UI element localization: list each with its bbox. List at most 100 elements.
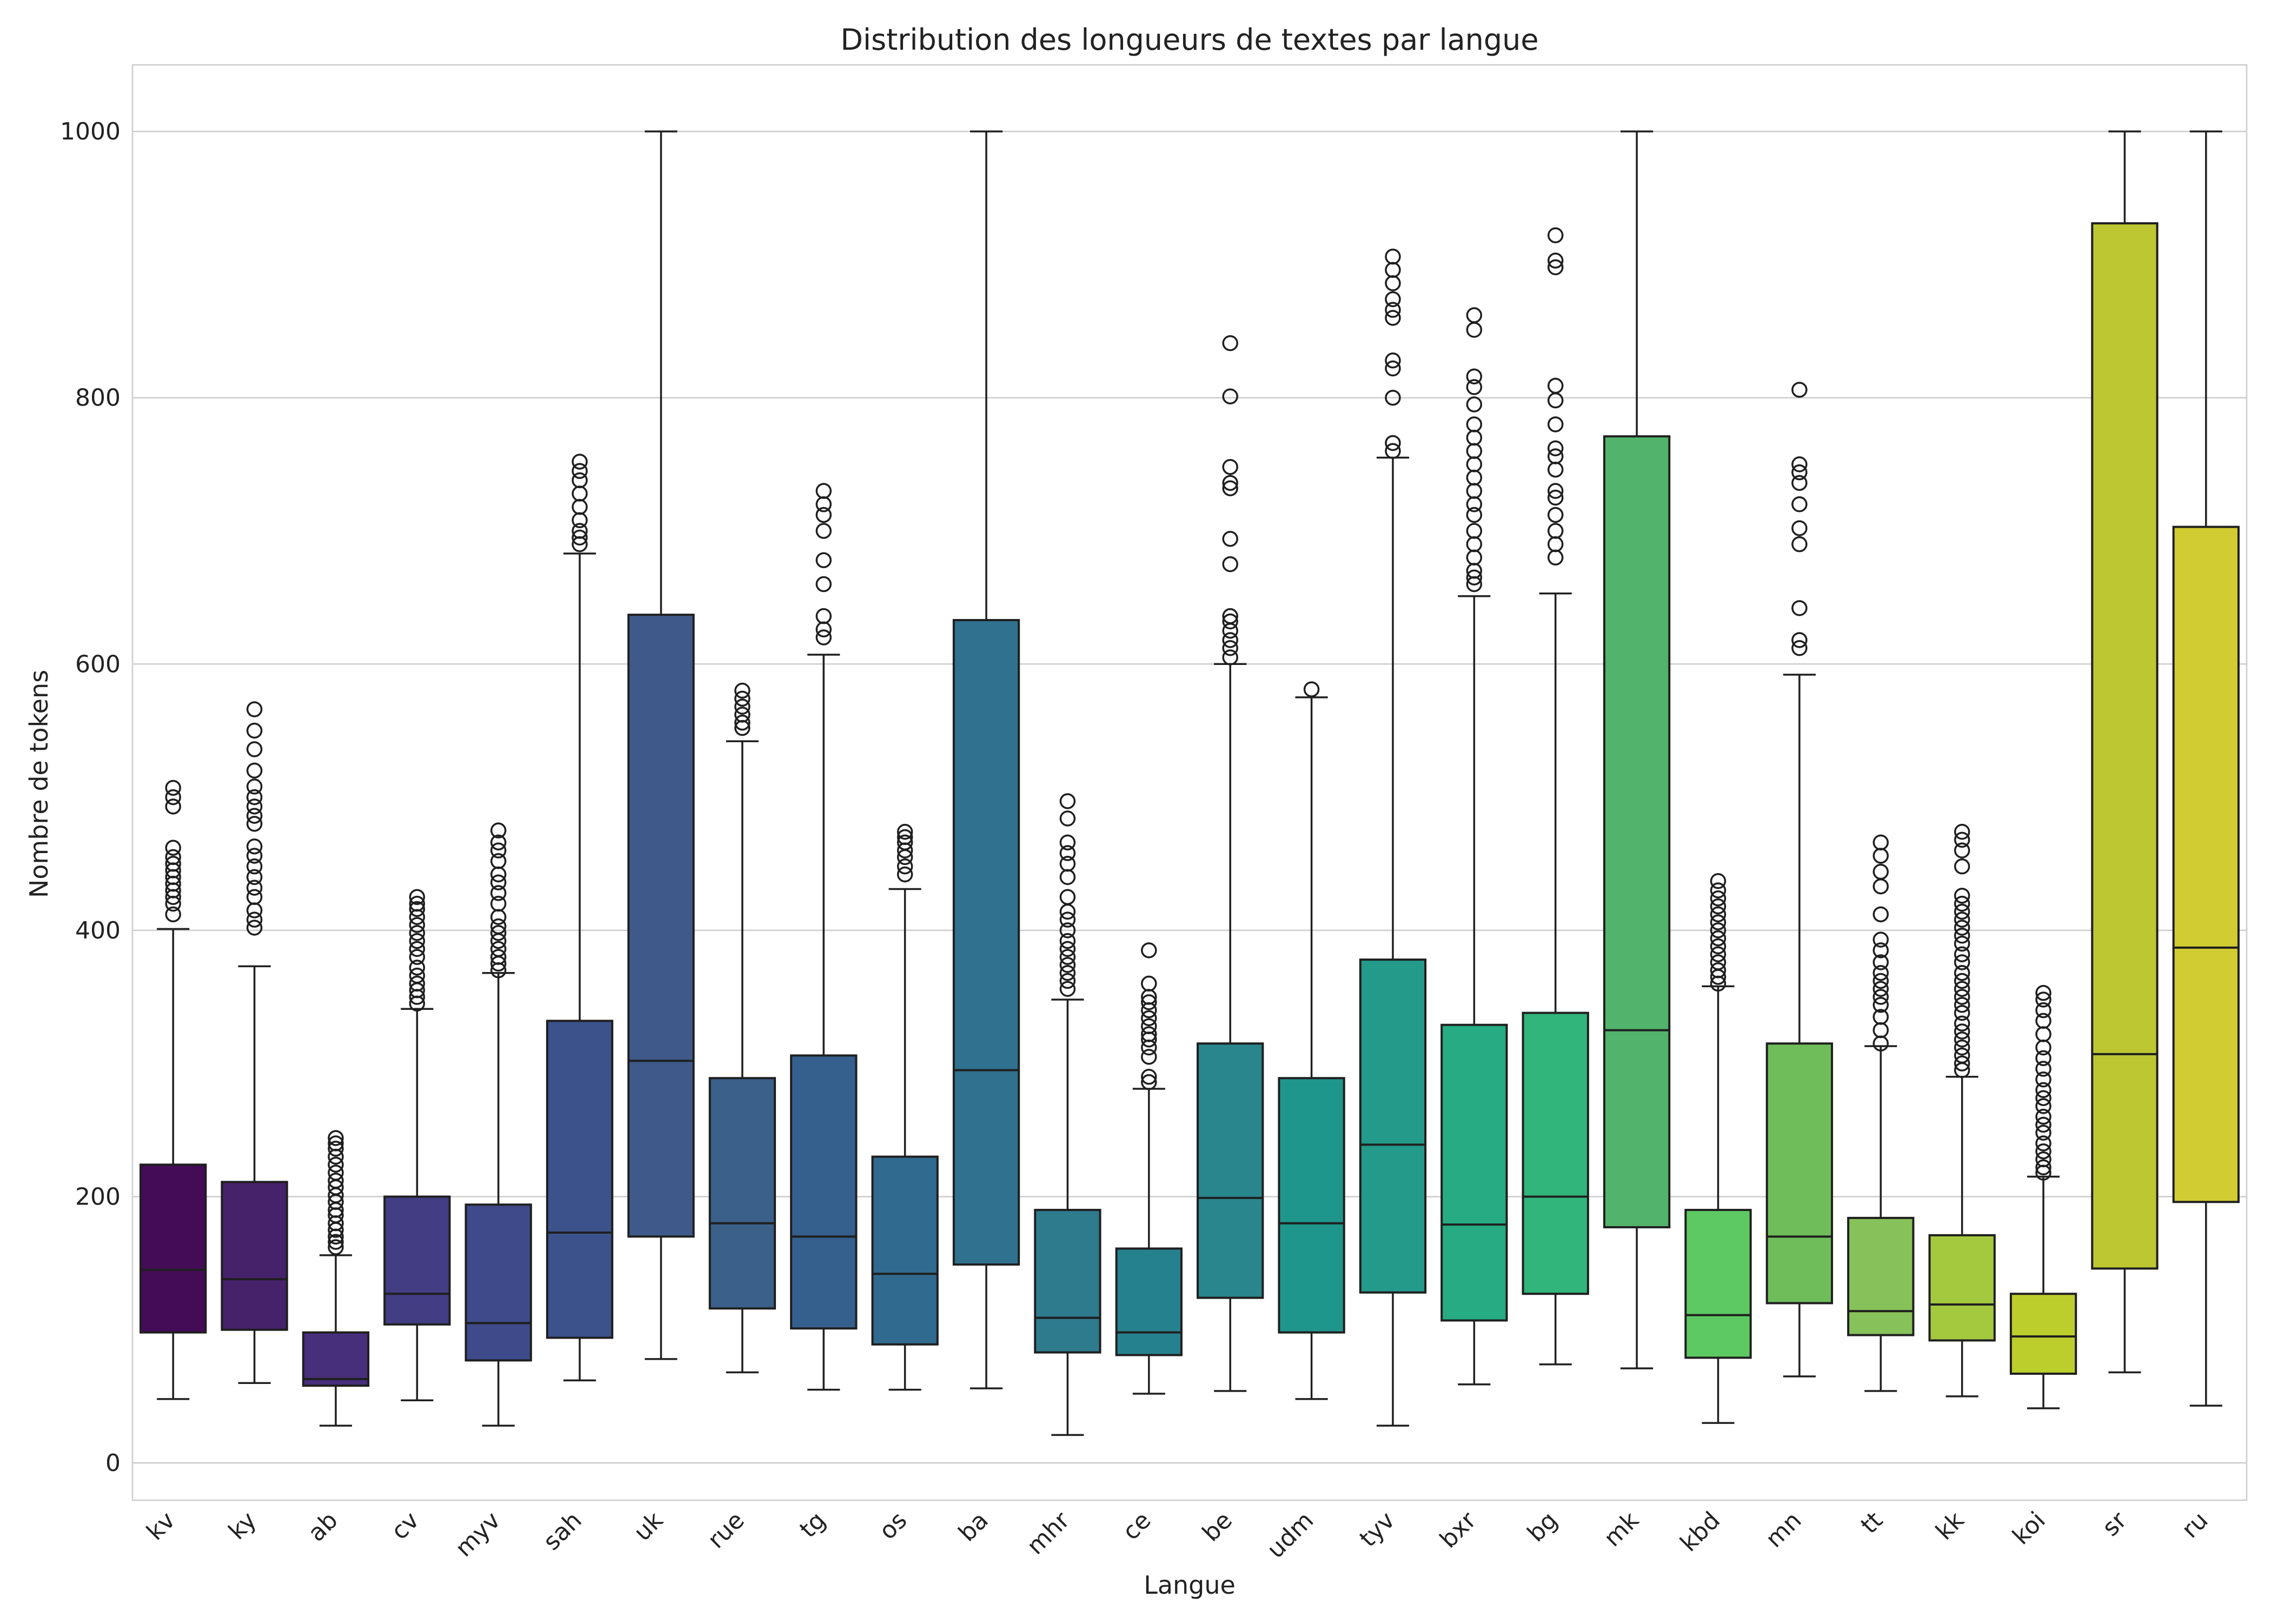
outlier-point bbox=[1547, 448, 1564, 464]
outlier-point bbox=[1954, 911, 1970, 928]
outlier-point bbox=[1710, 954, 1727, 970]
outlier-point bbox=[246, 838, 263, 855]
outlier-point bbox=[490, 822, 507, 838]
box-myv bbox=[464, 822, 532, 1427]
outlier-point bbox=[246, 789, 263, 806]
outlier-point bbox=[1872, 863, 1889, 880]
outlier-point bbox=[1059, 964, 1076, 981]
outlier-point bbox=[1466, 469, 1483, 486]
box-ky bbox=[221, 701, 288, 1385]
x-tick-label: mk bbox=[1599, 1506, 1645, 1552]
outlier-point bbox=[409, 967, 426, 984]
x-tick-label: kv bbox=[141, 1507, 181, 1546]
outlier-point bbox=[1466, 507, 1483, 523]
outlier-point bbox=[490, 933, 507, 949]
outlier-point bbox=[165, 855, 181, 872]
outlier-point bbox=[1954, 858, 1970, 875]
x-tick-label: myv bbox=[450, 1507, 506, 1562]
outlier-point bbox=[1222, 475, 1238, 491]
outlier-point bbox=[1547, 259, 1564, 276]
box-ce bbox=[1115, 942, 1183, 1395]
outlier-point bbox=[1385, 310, 1401, 326]
outlier-point bbox=[1385, 302, 1401, 318]
box-kbd bbox=[1684, 873, 1752, 1424]
box-mn bbox=[1765, 382, 1834, 1377]
box-iqr bbox=[871, 1155, 939, 1346]
outlier-point bbox=[1222, 608, 1238, 624]
box-be bbox=[1197, 335, 1264, 1392]
outlier-point bbox=[2035, 984, 2051, 1001]
outlier-point bbox=[1872, 954, 1889, 970]
outlier-point bbox=[1791, 464, 1808, 481]
outlier-point bbox=[490, 842, 507, 858]
outlier-point bbox=[490, 949, 507, 965]
outlier-point bbox=[1954, 964, 1970, 981]
outlier-point bbox=[572, 498, 588, 515]
outlier-point bbox=[1872, 878, 1889, 895]
box-iqr bbox=[546, 1020, 614, 1339]
outlier-point bbox=[1466, 549, 1483, 566]
box-tyv bbox=[1359, 248, 1427, 1427]
outlier-point bbox=[1954, 1031, 1970, 1048]
outlier-point bbox=[1385, 275, 1401, 291]
outlier-point bbox=[572, 463, 588, 479]
outlier-point bbox=[1059, 793, 1076, 809]
outlier-point bbox=[246, 920, 263, 936]
outlier-point bbox=[1222, 613, 1238, 630]
outlier-point bbox=[490, 918, 507, 935]
outlier-point bbox=[1954, 1023, 1970, 1040]
outlier-point bbox=[1141, 1026, 1157, 1042]
x-tick-label: ky bbox=[223, 1507, 262, 1545]
outlier-point bbox=[409, 949, 426, 965]
box-ab bbox=[302, 1130, 370, 1427]
x-tick-label: rue bbox=[702, 1507, 750, 1554]
outlier-point bbox=[1547, 489, 1564, 506]
outlier-point bbox=[2035, 1151, 2051, 1168]
box-sr bbox=[2091, 130, 2159, 1374]
outlier-point bbox=[246, 858, 263, 875]
outlier-point bbox=[409, 925, 426, 941]
outlier-point bbox=[1059, 869, 1076, 886]
outlier-point bbox=[1710, 930, 1727, 947]
outlier-point bbox=[1466, 368, 1483, 385]
outlier-point bbox=[897, 858, 913, 875]
y-tick-label: 200 bbox=[75, 1183, 121, 1210]
outlier-point bbox=[1710, 946, 1727, 962]
outlier-point bbox=[1141, 1074, 1157, 1090]
box-ru bbox=[2172, 130, 2240, 1407]
plot-frame bbox=[131, 64, 2248, 1501]
box-iqr bbox=[140, 1163, 207, 1334]
outlier-point bbox=[328, 1173, 344, 1189]
outlier-point bbox=[1141, 1002, 1157, 1019]
outlier-point bbox=[815, 552, 832, 568]
outlier-point bbox=[1385, 443, 1401, 459]
outlier-point bbox=[815, 523, 832, 539]
outlier-point bbox=[1059, 957, 1076, 973]
box-iqr bbox=[1765, 1042, 1834, 1304]
x-tick-label: sah bbox=[538, 1507, 587, 1556]
x-tick-label: ab bbox=[303, 1507, 343, 1547]
box-bg bbox=[1522, 227, 1589, 1366]
outlier-point bbox=[1059, 903, 1076, 920]
outlier-point bbox=[409, 917, 426, 933]
outlier-point bbox=[246, 816, 263, 832]
outlier-point bbox=[734, 682, 751, 699]
outlier-point bbox=[572, 512, 588, 529]
outlier-point bbox=[328, 1164, 344, 1181]
box-ba bbox=[952, 130, 1020, 1389]
outlier-point bbox=[1791, 640, 1808, 656]
outlier-point bbox=[1385, 262, 1401, 278]
outlier-point bbox=[1222, 556, 1238, 573]
outlier-point bbox=[815, 629, 832, 645]
outlier-point bbox=[1872, 834, 1889, 851]
box-tg bbox=[790, 483, 858, 1391]
outlier-point bbox=[1385, 248, 1401, 265]
box-iqr bbox=[2172, 525, 2240, 1203]
box-kk bbox=[1928, 823, 1996, 1397]
x-tick-label: mhr bbox=[1021, 1506, 1075, 1560]
outlier-point bbox=[1954, 981, 1970, 997]
outlier-point bbox=[1466, 456, 1483, 472]
outlier-point bbox=[165, 798, 181, 815]
x-axis-label: Langue bbox=[1144, 1570, 1236, 1600]
outlier-point bbox=[1141, 1010, 1157, 1027]
